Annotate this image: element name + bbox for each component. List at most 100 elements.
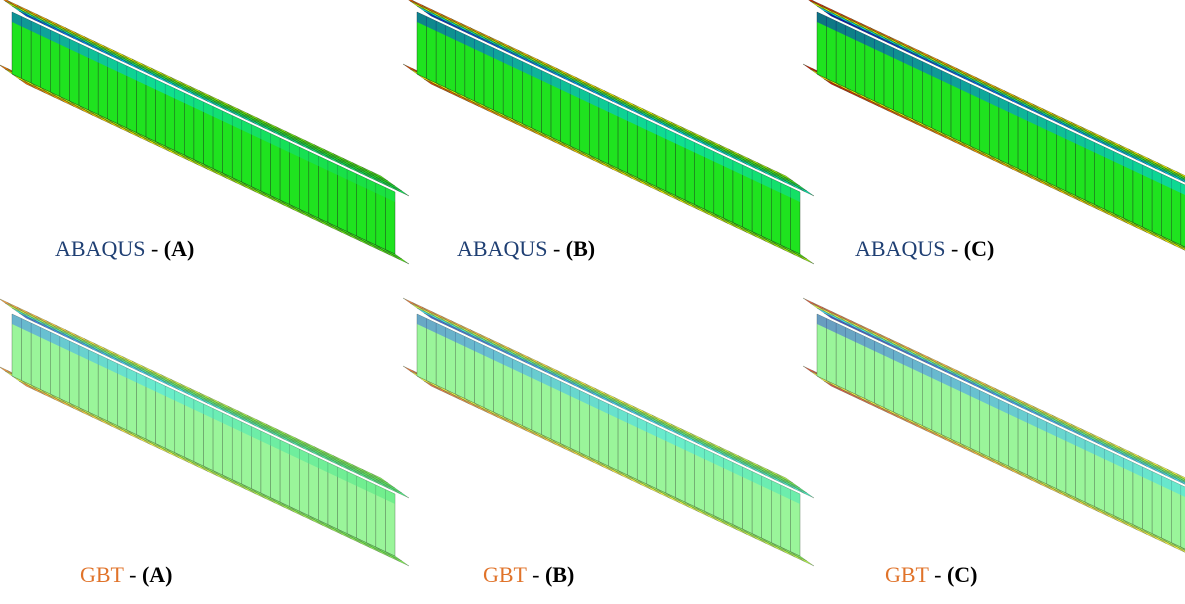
web-band-cell xyxy=(627,413,638,428)
web-band-cell xyxy=(69,39,80,54)
top-flange-cell xyxy=(1176,473,1185,480)
beam-gbt-c xyxy=(802,297,1185,553)
top-flange xyxy=(402,297,815,499)
beam-gbt-b xyxy=(402,297,815,567)
web-band-cell xyxy=(922,363,932,378)
web xyxy=(816,11,1185,248)
web-band-cell xyxy=(375,485,386,500)
caption-case: (C) xyxy=(946,562,978,587)
web-band-cell xyxy=(912,359,923,374)
web-band-cell xyxy=(941,372,952,387)
web-band-cell xyxy=(260,129,271,144)
web-band-cell xyxy=(864,34,875,49)
bottom-flange-cell xyxy=(797,556,815,567)
web-band-cell xyxy=(464,34,475,49)
bottom-flange-cell xyxy=(797,254,815,265)
web-band-cell xyxy=(951,75,961,90)
web-band-cell xyxy=(155,79,166,94)
web-band-cell xyxy=(656,124,666,139)
web-band-cell xyxy=(998,97,1009,112)
web-band-cell xyxy=(780,183,791,198)
web-band-cell xyxy=(522,363,532,378)
web-band-cell xyxy=(289,142,300,157)
caption-abaqus-a: ABAQUS - (A) xyxy=(55,236,194,262)
web-band-cell xyxy=(222,413,233,428)
web-band-cell xyxy=(675,133,686,148)
web-band-cell xyxy=(203,102,214,117)
caption-method: GBT xyxy=(885,562,929,587)
web-band-cell xyxy=(1085,440,1095,455)
web-band-cell xyxy=(732,462,743,477)
web-band-cell xyxy=(40,327,51,342)
web-band-cell xyxy=(884,43,894,58)
top-flange-cell xyxy=(1171,172,1185,181)
web-band-cell xyxy=(893,48,904,63)
web-band-cell xyxy=(1104,449,1114,464)
web-band-cell xyxy=(426,318,437,333)
web-band-cell xyxy=(436,323,446,338)
web-band-cell xyxy=(589,93,599,108)
web-band-cell xyxy=(931,66,942,81)
web-band-cell xyxy=(960,79,971,94)
beam-abaqus-c xyxy=(802,0,1185,251)
web-band-cell xyxy=(1056,124,1066,139)
web-band-cell xyxy=(1123,458,1133,473)
web-band-cell xyxy=(646,120,657,135)
web-band-cell xyxy=(455,30,465,45)
web-band-cell xyxy=(694,142,705,157)
web-band-cell xyxy=(107,57,118,72)
web-band-cell xyxy=(817,12,827,27)
web-band-cell xyxy=(826,16,837,31)
panel-abaqus-b: ABAQUS - (B) xyxy=(402,0,815,302)
web-band-cell xyxy=(503,52,513,67)
web-band-cell xyxy=(979,88,990,103)
web-band-cell xyxy=(88,350,99,365)
web-band-cell xyxy=(1142,165,1153,180)
web-band-cell xyxy=(474,39,485,54)
caption-method: GBT xyxy=(80,562,124,587)
web-segment xyxy=(790,187,801,255)
panel-gbt-a: GBT - (A) xyxy=(0,298,410,604)
top-flange xyxy=(808,0,1185,183)
web-band-cell xyxy=(385,187,395,202)
web-band-cell xyxy=(1113,151,1124,166)
web-band-cell xyxy=(213,106,223,121)
bottom-flange-cell xyxy=(1180,244,1185,249)
bottom-flange-cell xyxy=(392,254,410,265)
web-band-cell xyxy=(541,70,552,85)
web-band-cell xyxy=(941,70,952,85)
web-band-cell xyxy=(723,458,733,473)
web-band-cell xyxy=(713,453,724,468)
web-band-cell xyxy=(951,377,961,392)
web-band-cell xyxy=(675,435,686,450)
web-band-cell xyxy=(12,314,22,329)
web-band-cell xyxy=(146,75,156,90)
web-band-cell xyxy=(50,332,60,347)
web-band-cell xyxy=(308,151,319,166)
web-band-cell xyxy=(522,61,532,76)
web-band-cell xyxy=(665,129,676,144)
web-band-cell xyxy=(912,57,923,72)
web-band-cell xyxy=(21,318,32,333)
caption-abaqus-c: ABAQUS - (C) xyxy=(855,236,994,262)
web-band-cell xyxy=(493,48,504,63)
web-band-cell xyxy=(864,336,875,351)
web-band-cell xyxy=(836,323,846,338)
web-band-cell xyxy=(426,16,437,31)
top-flange-cell xyxy=(1168,172,1185,183)
web-band-cell xyxy=(752,471,762,486)
web-band-cell xyxy=(289,444,300,459)
top-flange-cell xyxy=(797,186,815,197)
web-band-cell xyxy=(637,115,647,130)
web-band-cell xyxy=(193,97,204,112)
web xyxy=(416,11,801,255)
web-band-cell xyxy=(270,435,281,450)
web-band-cell xyxy=(998,399,1009,414)
web-band xyxy=(817,314,1185,497)
caption-case: (A) xyxy=(141,562,173,587)
beam-abaqus-b xyxy=(402,0,815,265)
web-band-cell xyxy=(608,404,619,419)
caption-gbt-a: GBT - (A) xyxy=(80,562,172,588)
bottom-flange-cell xyxy=(1180,546,1185,551)
web-band-cell xyxy=(117,61,127,76)
